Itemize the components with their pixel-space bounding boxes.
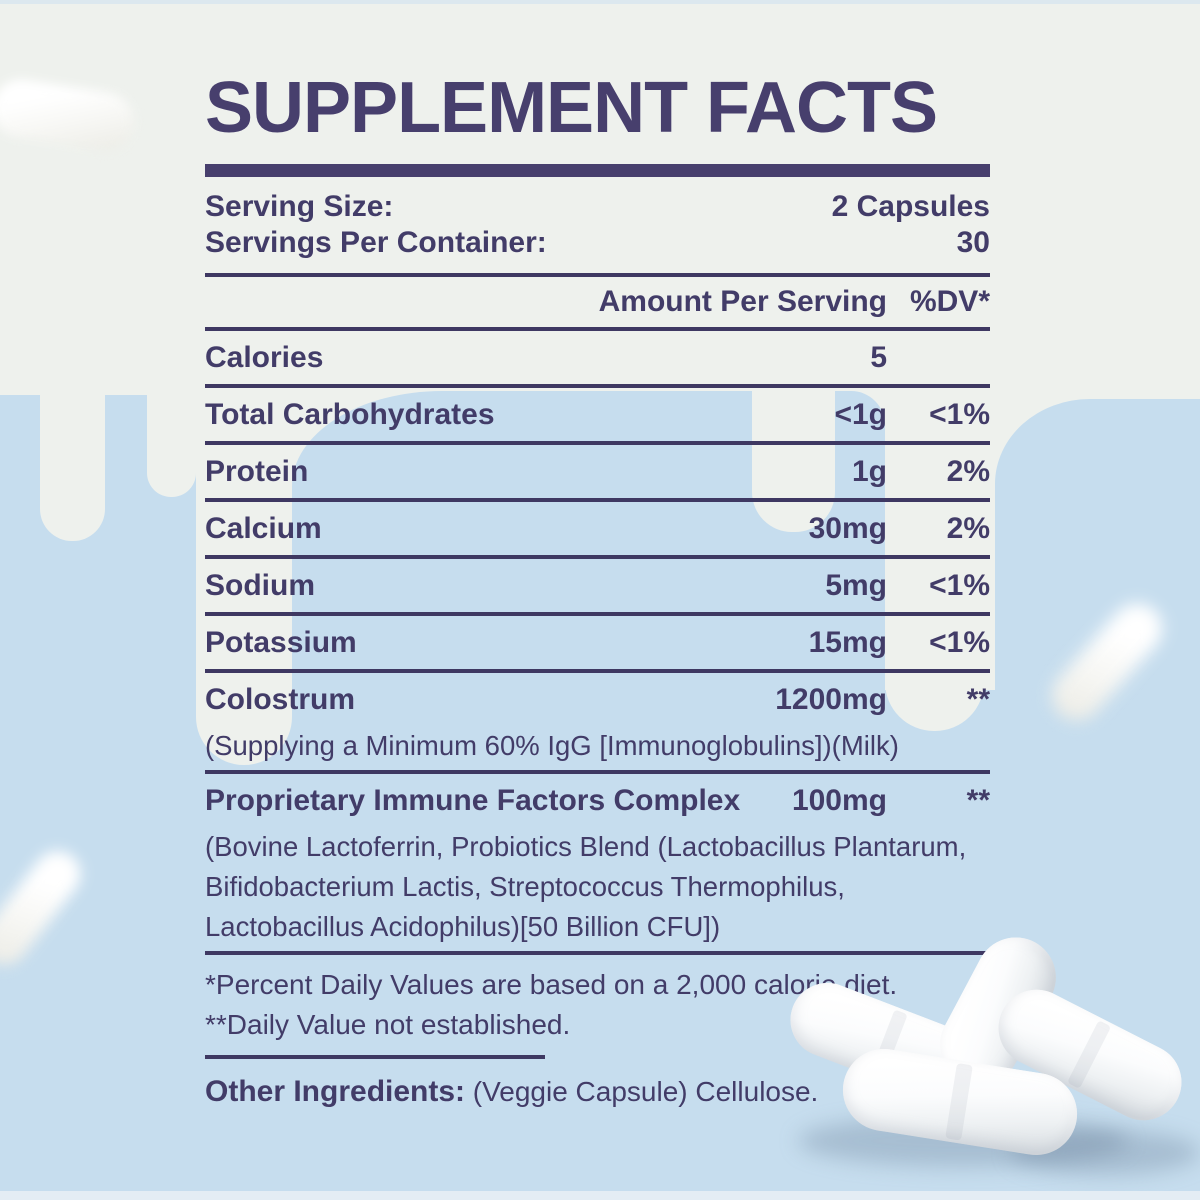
- nutrient-sublabel: (Bovine Lactoferrin, Probiotics Blend (L…: [205, 831, 967, 942]
- capsule-seam: [944, 1063, 973, 1141]
- nutrient-amount: <1g: [834, 397, 887, 431]
- servings-per-container-row: Servings Per Container: 30: [205, 225, 990, 261]
- divider-rule: [205, 384, 990, 388]
- other-ingredients: Other Ingredients: (Veggie Capsule) Cell…: [205, 1075, 990, 1109]
- divider-rule: [205, 327, 990, 331]
- nutrient-row: Calories 5: [205, 331, 990, 384]
- milk-drip-white-d: [752, 391, 835, 532]
- milk-drip-blue-mid-column: [196, 700, 292, 1200]
- nutrient-row: Calcium 30mg 2%: [205, 502, 990, 555]
- nutrient-label: Potassium: [205, 625, 357, 659]
- nutrient-dv: <1%: [929, 397, 990, 431]
- nutrient-dv: <1%: [929, 568, 990, 602]
- other-ingredients-label: Other Ingredients:: [205, 1075, 466, 1108]
- divider-rule: [205, 951, 990, 955]
- bottom-edge-strip: [0, 1191, 1200, 1200]
- nutrient-label: Total Carbohydrates: [205, 397, 495, 431]
- divider-rule: [205, 555, 990, 559]
- footnote-dv-not-established: **Daily Value not established.: [205, 1009, 571, 1040]
- nutrient-row-group: Sodium 5mg <1%: [205, 559, 990, 616]
- nutrient-amount: 15mg: [808, 625, 887, 659]
- nutrient-row-group: Calcium 30mg 2%: [205, 502, 990, 559]
- divider-rule: [205, 441, 990, 445]
- blurred-capsule-top-left: [0, 75, 138, 155]
- milk-drip-blue-left: [0, 395, 196, 1200]
- milk-drip-white-e: [885, 560, 984, 731]
- nutrient-label: Calories: [205, 340, 324, 374]
- nutrient-rows: Calories 5 Total Carbohydrates <1g <1% P…: [205, 331, 990, 955]
- divider-rule: [205, 273, 990, 277]
- servings-per-container-value: 30: [956, 226, 990, 259]
- divider-rule: [205, 669, 990, 673]
- capsule-seam: [1067, 1020, 1112, 1089]
- supplement-facts-panel: SUPPLEMENT FACTS Serving Size: 2 Capsule…: [205, 58, 990, 1109]
- nutrient-dv: **: [966, 682, 990, 716]
- top-edge-strip: [0, 0, 1200, 4]
- divider-rule: [205, 612, 990, 616]
- column-header-row: Amount Per Serving %DV*: [205, 277, 990, 327]
- panel-title: SUPPLEMENT FACTS: [205, 68, 938, 148]
- nutrient-amount: 100mg: [791, 783, 887, 817]
- nutrient-dv: 2%: [946, 454, 990, 488]
- serving-info: Serving Size: 2 Capsules Servings Per Co…: [205, 189, 990, 261]
- servings-per-container-label: Servings Per Container:: [205, 226, 547, 259]
- nutrient-label: Proprietary Immune Factors Complex: [205, 783, 741, 817]
- nutrient-amount: 5mg: [825, 568, 887, 602]
- nutrient-sublabel: (Supplying a Minimum 60% IgG [Immunoglob…: [205, 730, 899, 761]
- nutrient-amount: 30mg: [808, 511, 887, 545]
- serving-size-row: Serving Size: 2 Capsules: [205, 189, 990, 225]
- nutrient-row-group: Calories 5: [205, 331, 990, 388]
- nutrient-label: Calcium: [205, 511, 322, 545]
- footnotes: *Percent Daily Values are based on a 2,0…: [205, 965, 990, 1045]
- glossy-capsule-pile: [779, 923, 1200, 1200]
- nutrient-amount: 1200mg: [775, 682, 887, 716]
- serving-size-value: 2 Capsules: [831, 190, 990, 223]
- nutrient-row-group: Proprietary Immune Factors Complex 100mg…: [205, 774, 990, 955]
- nutrient-dv: <1%: [929, 625, 990, 659]
- nutrient-row: Total Carbohydrates <1g <1%: [205, 388, 990, 441]
- nutrient-row-group: Colostrum 1200mg ** (Supplying a Minimum…: [205, 673, 990, 774]
- dv-header: %DV*: [909, 285, 990, 318]
- nutrient-row: Protein 1g 2%: [205, 445, 990, 498]
- nutrient-amount: 5: [870, 340, 887, 374]
- nutrient-row: Proprietary Immune Factors Complex 100mg…: [205, 774, 990, 827]
- nutrient-row-group: Total Carbohydrates <1g <1%: [205, 388, 990, 445]
- milk-drip-white-a: [40, 391, 105, 541]
- nutrient-row: Colostrum 1200mg **: [205, 673, 990, 726]
- amount-per-serving-header: Amount Per Serving: [598, 285, 887, 318]
- divider-rule: [205, 770, 990, 774]
- other-ingredients-text: (Veggie Capsule) Cellulose.: [465, 1076, 819, 1107]
- title-divider-bar: [205, 164, 990, 177]
- milk-drip-white-c: [196, 391, 292, 765]
- nutrient-label: Colostrum: [205, 682, 355, 716]
- nutrient-row: Sodium 5mg <1%: [205, 559, 990, 612]
- milk-drip-white-b: [147, 391, 196, 497]
- nutrient-row-group: Protein 1g 2%: [205, 445, 990, 502]
- nutrient-dv: **: [966, 783, 990, 817]
- nutrient-label: Sodium: [205, 568, 315, 602]
- nutrient-row: Potassium 15mg <1%: [205, 616, 990, 669]
- nutrient-label: Protein: [205, 454, 309, 488]
- nutrient-amount: 1g: [851, 454, 887, 488]
- serving-size-label: Serving Size:: [205, 190, 394, 223]
- footnote-daily-values: *Percent Daily Values are based on a 2,0…: [205, 969, 898, 1000]
- divider-rule: [205, 498, 990, 502]
- short-divider-rule: [205, 1055, 545, 1059]
- nutrient-row-group: Potassium 15mg <1%: [205, 616, 990, 673]
- nutrient-dv: 2%: [946, 511, 990, 545]
